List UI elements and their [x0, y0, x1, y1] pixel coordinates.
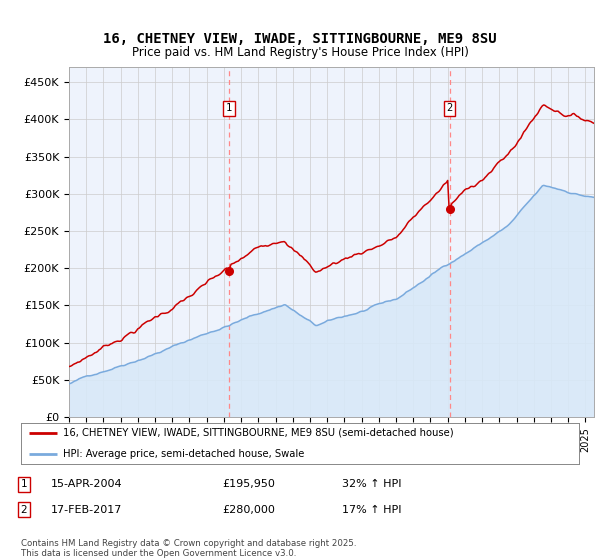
Text: 2: 2: [20, 505, 28, 515]
Text: 17% ↑ HPI: 17% ↑ HPI: [342, 505, 401, 515]
Text: 15-APR-2004: 15-APR-2004: [51, 479, 122, 489]
Text: 32% ↑ HPI: 32% ↑ HPI: [342, 479, 401, 489]
Text: 2: 2: [446, 103, 453, 113]
Text: Contains HM Land Registry data © Crown copyright and database right 2025.
This d: Contains HM Land Registry data © Crown c…: [21, 539, 356, 558]
Text: Price paid vs. HM Land Registry's House Price Index (HPI): Price paid vs. HM Land Registry's House …: [131, 46, 469, 59]
Text: 17-FEB-2017: 17-FEB-2017: [51, 505, 122, 515]
Text: £195,950: £195,950: [222, 479, 275, 489]
Text: 16, CHETNEY VIEW, IWADE, SITTINGBOURNE, ME9 8SU (semi-detached house): 16, CHETNEY VIEW, IWADE, SITTINGBOURNE, …: [63, 428, 454, 437]
Text: 1: 1: [226, 103, 232, 113]
Text: £280,000: £280,000: [222, 505, 275, 515]
Text: 1: 1: [20, 479, 28, 489]
Text: HPI: Average price, semi-detached house, Swale: HPI: Average price, semi-detached house,…: [63, 449, 304, 459]
Text: 16, CHETNEY VIEW, IWADE, SITTINGBOURNE, ME9 8SU: 16, CHETNEY VIEW, IWADE, SITTINGBOURNE, …: [103, 32, 497, 46]
